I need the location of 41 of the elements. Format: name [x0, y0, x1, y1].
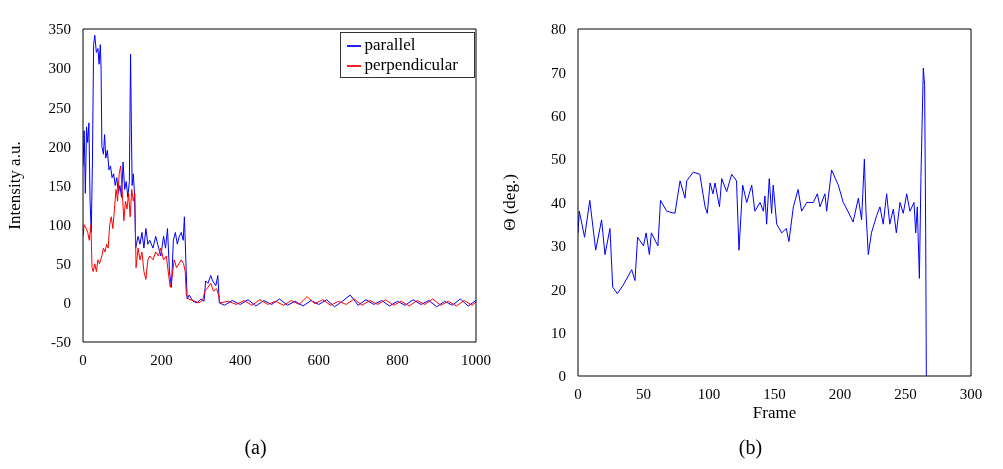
y-tick-label: 40 [551, 194, 566, 211]
y-tick-label: 30 [551, 238, 566, 255]
y-tick-label: 300 [48, 60, 71, 77]
y-tick-label: 0 [558, 368, 566, 385]
y-tick-label: 200 [48, 138, 71, 155]
y-tick-label: 70 [551, 64, 566, 81]
line-series [83, 34, 476, 308]
y-tick-label: 350 [48, 21, 71, 38]
y-tick-label: 0 [63, 295, 71, 312]
x-tick-label: 400 [228, 351, 252, 368]
x-tick-label: 50 [636, 385, 651, 402]
x-tick-label: 0 [574, 385, 582, 402]
text: (b) [737, 436, 764, 459]
x-axis-title: Frame [752, 403, 797, 422]
x-tick-label: 1000 [461, 351, 491, 368]
x-tick-label: 100 [697, 385, 721, 402]
y-tick-label: 10 [551, 324, 566, 341]
x-tick-label: 250 [894, 385, 917, 402]
y-tick-label: 80 [551, 21, 566, 38]
x-tick-label: 600 [307, 351, 331, 368]
y-axis-title: Θ (deg.) [500, 174, 520, 231]
y-tick-label: 20 [551, 281, 566, 298]
x-tick-label: 800 [386, 351, 409, 368]
y-tick-label: 250 [48, 99, 71, 116]
legend-label: perpendicular [364, 55, 458, 74]
x-tick-label: 0 [79, 351, 87, 368]
y-tick-label: 50 [56, 256, 71, 273]
y-tick-label: 60 [551, 108, 566, 125]
y-tick-label: -50 [51, 334, 71, 351]
y-axis-title: Intensity a.u. [5, 141, 25, 230]
x-tick-label: 300 [959, 385, 983, 402]
y-tick-label: 150 [48, 177, 71, 194]
y-tick-label: 100 [48, 216, 71, 233]
x-tick-label: 200 [828, 385, 852, 402]
line-series [578, 67, 927, 376]
x-tick-label: 200 [150, 351, 173, 368]
text: (a) [243, 436, 268, 459]
legend-label: parallel [364, 35, 416, 54]
line-series [83, 165, 476, 307]
y-tick-label: 50 [551, 151, 566, 168]
x-tick-label: 150 [763, 385, 786, 402]
